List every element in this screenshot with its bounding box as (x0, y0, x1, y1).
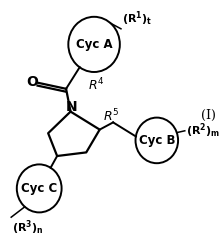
Text: N: N (66, 100, 78, 114)
Text: $R^4$: $R^4$ (88, 77, 105, 94)
Text: $\mathbf{(R^1)_t}$: $\mathbf{(R^1)_t}$ (122, 10, 152, 28)
Text: Cyc B: Cyc B (139, 134, 175, 147)
Text: $\mathbf{(R^3)_n}$: $\mathbf{(R^3)_n}$ (12, 218, 44, 237)
Text: O: O (26, 75, 39, 89)
Text: (I): (I) (201, 109, 216, 122)
Text: $\mathbf{(R^2)_m}$: $\mathbf{(R^2)_m}$ (186, 121, 220, 140)
Text: $R^5$: $R^5$ (103, 108, 119, 125)
Text: Cyc A: Cyc A (76, 38, 112, 51)
Text: Cyc C: Cyc C (21, 182, 57, 195)
